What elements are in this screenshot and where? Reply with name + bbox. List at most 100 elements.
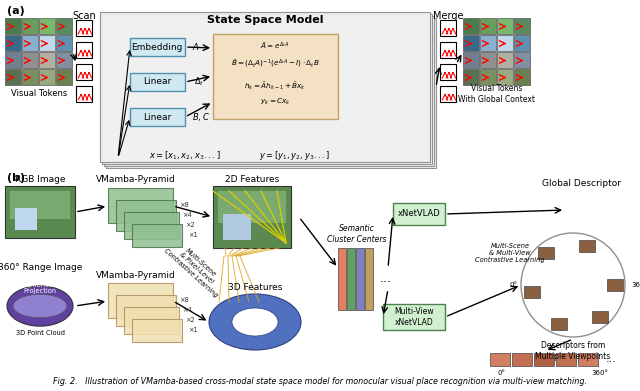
Bar [497, 18, 513, 34]
Bar [347, 248, 355, 310]
Text: $x = [x_1, x_2, x_3...]$: $x = [x_1, x_2, x_3...]$ [149, 150, 221, 162]
Text: ×4: ×4 [182, 307, 192, 313]
Bar [512, 353, 532, 366]
Text: Merge: Merge [433, 11, 463, 21]
Bar [480, 69, 496, 85]
Bar [132, 224, 182, 247]
Bar [480, 52, 496, 68]
Bar [578, 353, 598, 366]
Bar [56, 52, 72, 68]
Ellipse shape [232, 308, 278, 336]
Bar [480, 18, 496, 34]
Bar [76, 64, 92, 80]
Bar [463, 18, 479, 34]
Text: Semantic
Cluster Centers: Semantic Cluster Centers [327, 224, 387, 244]
Text: $A$: $A$ [192, 41, 200, 52]
Bar [22, 35, 38, 51]
Bar [218, 191, 286, 223]
Bar [607, 279, 623, 291]
Text: ...: ... [606, 354, 617, 364]
Bar [108, 188, 173, 223]
Bar [104, 16, 434, 166]
Bar [550, 318, 566, 330]
Text: Linear: Linear [143, 113, 171, 122]
Bar [5, 35, 21, 51]
Bar [514, 35, 530, 51]
Ellipse shape [209, 294, 301, 350]
Bar [5, 69, 21, 85]
Bar [56, 35, 72, 51]
Text: Spherical
Projection: Spherical Projection [24, 282, 56, 294]
Bar [592, 311, 608, 323]
Ellipse shape [7, 286, 73, 326]
Bar [514, 18, 530, 34]
Bar [22, 69, 38, 85]
Text: $\bar{A} = e^{\Delta_t A}$: $\bar{A} = e^{\Delta_t A}$ [260, 40, 289, 52]
Text: $\Delta_t$: $\Delta_t$ [194, 76, 204, 88]
Bar [497, 52, 513, 68]
Text: ×1: ×1 [188, 232, 198, 238]
Bar [15, 208, 37, 230]
Bar [356, 248, 364, 310]
Ellipse shape [13, 294, 67, 318]
Bar [10, 191, 70, 219]
Bar [106, 18, 436, 168]
Bar [497, 69, 513, 85]
Text: State Space Model: State Space Model [207, 15, 323, 25]
Text: Descriptors from
Multiple Viewpoints: Descriptors from Multiple Viewpoints [536, 341, 611, 361]
Text: (a): (a) [7, 6, 25, 16]
Bar [56, 18, 72, 34]
Bar [39, 18, 55, 34]
Bar [579, 240, 595, 251]
Bar [440, 64, 456, 80]
Text: $h_k = \bar{A}h_{k-1} + \bar{B}x_k$: $h_k = \bar{A}h_{k-1} + \bar{B}x_k$ [244, 80, 306, 92]
Bar [130, 38, 185, 56]
Text: VMamba-Pyramid: VMamba-Pyramid [96, 176, 176, 185]
Bar [5, 18, 21, 34]
Bar [39, 69, 55, 85]
Bar [132, 319, 182, 342]
Bar [383, 304, 445, 330]
Text: 2D Features: 2D Features [225, 174, 279, 183]
Bar [440, 42, 456, 58]
Bar [393, 203, 445, 225]
Bar [514, 52, 530, 68]
Text: ...: ... [380, 273, 392, 285]
Bar [76, 86, 92, 102]
Bar [497, 35, 513, 51]
Bar [124, 212, 179, 239]
Bar [102, 14, 432, 164]
Bar [100, 12, 430, 162]
Text: $y_k = Cx_k$: $y_k = Cx_k$ [260, 97, 291, 107]
Text: Multi-Scene
& Pixel-Level
Contrastive Learning: Multi-Scene & Pixel-Level Contrastive Le… [163, 237, 228, 299]
Bar [39, 52, 55, 68]
Text: 3D Point Cloud: 3D Point Cloud [15, 330, 65, 336]
Text: 360°: 360° [631, 282, 640, 288]
Text: $B, C$: $B, C$ [192, 111, 210, 123]
Bar [108, 283, 173, 318]
Text: Fig. 2.   Illustration of VMamba-based cross-modal state space model for monocul: Fig. 2. Illustration of VMamba-based cro… [53, 377, 587, 386]
Bar [22, 18, 38, 34]
Text: ×2: ×2 [185, 317, 195, 323]
Bar [365, 248, 373, 310]
Text: 360° Range Image: 360° Range Image [0, 264, 82, 273]
Text: 0°: 0° [497, 370, 505, 376]
Bar [5, 52, 21, 68]
Bar [463, 35, 479, 51]
Bar [22, 52, 38, 68]
Text: Visual Tokens
With Global Context: Visual Tokens With Global Context [458, 84, 536, 104]
Bar [480, 35, 496, 51]
Bar [116, 295, 176, 326]
Text: Visual Tokens: Visual Tokens [11, 88, 67, 97]
Text: Scan: Scan [72, 11, 96, 21]
Text: VMamba-Pyramid: VMamba-Pyramid [96, 271, 176, 280]
Text: (b): (b) [7, 173, 25, 183]
Bar [39, 35, 55, 51]
Bar [338, 248, 346, 310]
Bar [213, 34, 338, 119]
Bar [124, 307, 179, 334]
Text: ×2: ×2 [185, 222, 195, 228]
Text: Global Descriptor: Global Descriptor [543, 179, 621, 188]
Text: 360°: 360° [591, 370, 609, 376]
Bar [556, 353, 576, 366]
